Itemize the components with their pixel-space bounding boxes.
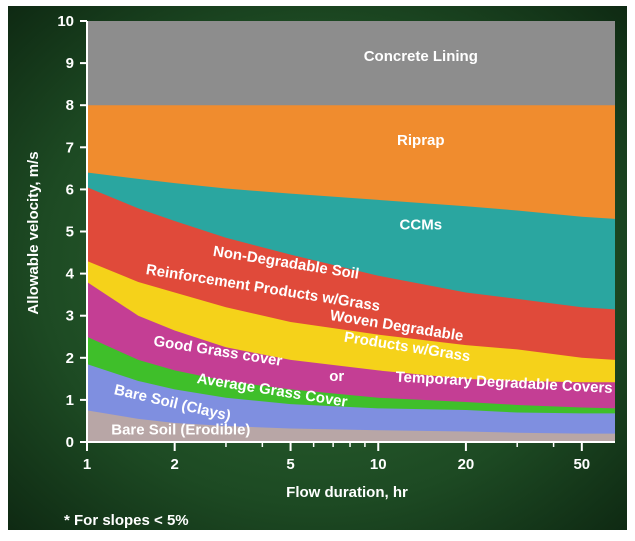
band-label-ccms: CCMs (400, 216, 443, 233)
y-tick-label: 8 (66, 97, 74, 114)
area-bare-soil-clays (87, 364, 615, 442)
y-tick-label: 5 (66, 224, 74, 241)
x-tick-label: 50 (573, 456, 590, 473)
x-tick-label: 1 (83, 456, 91, 473)
x-tick-label: 5 (286, 456, 294, 473)
band-label-or: or (329, 368, 344, 385)
x-tick-label: 10 (370, 456, 387, 473)
x-axis-label: Flow duration, hr (286, 484, 408, 501)
x-tick-label: 20 (458, 456, 475, 473)
y-tick-label: 2 (66, 350, 74, 367)
band-label-bare-soil-erodible: Bare Soil (Erodible) (111, 421, 250, 438)
y-tick-label: 9 (66, 55, 74, 72)
y-tick-label: 7 (66, 139, 74, 156)
y-axis-label: Allowable velocity, m/s (25, 151, 42, 314)
area-bare-soil-erodible (87, 410, 615, 442)
band-label-riprap: Riprap (397, 132, 445, 149)
y-tick-label: 6 (66, 181, 74, 198)
x-tick-label: 2 (171, 456, 179, 473)
y-tick-label: 3 (66, 308, 74, 325)
footnote: * For slopes < 5% (64, 512, 189, 529)
band-label-concrete-lining: Concrete Lining (364, 48, 478, 65)
y-tick-label: 4 (66, 266, 75, 283)
y-tick-label: 1 (66, 392, 74, 409)
y-tick-label: 10 (57, 13, 74, 30)
y-tick-label: 0 (66, 434, 74, 451)
